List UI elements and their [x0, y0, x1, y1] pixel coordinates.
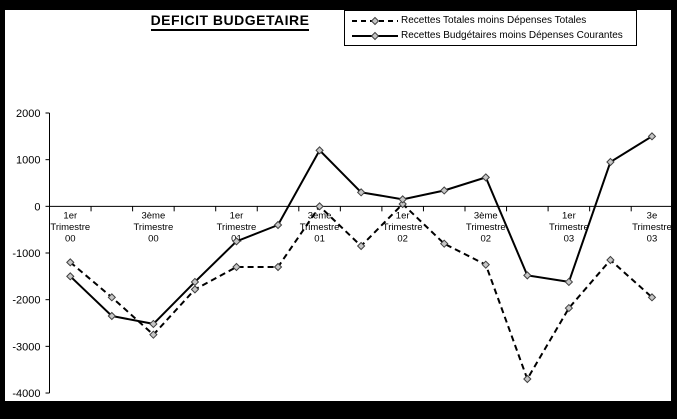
y-tick-label: 0: [34, 201, 40, 213]
chart-area: 2000 1000 0 -1000 -2000 -3000 -4000 1er Trimestr…: [5, 10, 671, 401]
diamond-marker: [356, 241, 366, 251]
diamond-marker: [66, 272, 75, 281]
diamond-marker: [440, 239, 449, 248]
diamond-marker: [564, 277, 574, 287]
y-tick-label: -4000: [12, 388, 40, 400]
diamond-marker: [481, 173, 490, 182]
diamond-marker: [232, 237, 241, 246]
legend-label-totales: Recettes Totales moins Dépenses Totales: [401, 15, 587, 26]
x-tick-label: 1er Trimestre 00: [50, 210, 90, 244]
chart-title: DEFICIT BUDGETAIRE: [5, 12, 455, 31]
diamond-marker: [606, 157, 615, 167]
y-tick-label: -1000: [12, 248, 40, 260]
diamond-marker: [356, 188, 366, 197]
diamond-marker: [232, 262, 241, 272]
x-axis: 1er Trimestre 00 3ème Trimestre 00 1er Trimestr…: [49, 205, 671, 244]
diamond-marker: [66, 258, 75, 267]
legend-label-budgetaires: Recettes Budgétaires moins Dépenses Cour…: [401, 30, 623, 41]
series-recettes-totales: [66, 199, 657, 384]
diamond-marker: [523, 271, 532, 280]
legend-item-totales: Recettes Totales moins Dépenses Totales: [345, 15, 636, 26]
x-tick-label: 3ème Trimestre 00: [133, 210, 173, 244]
diamond-marker: [149, 319, 158, 329]
diamond-marker: [315, 202, 324, 211]
diamond-marker: [523, 374, 532, 384]
diamond-marker: [315, 146, 324, 155]
legend-item-budgetaires: Recettes Budgétaires moins Dépenses Cour…: [345, 30, 636, 41]
y-tick-label: 1000: [16, 155, 40, 167]
legend-box: Recettes Totales moins Dépenses Totales …: [344, 10, 637, 46]
diamond-marker: [107, 293, 117, 302]
diamond-marker: [398, 195, 407, 204]
diamond-marker: [149, 330, 158, 339]
diamond-marker: [273, 220, 283, 230]
diamond-marker: [481, 260, 490, 269]
dashed-line-sample-icon: [352, 16, 398, 25]
y-tick-label: -3000: [12, 341, 40, 353]
x-tick-label: 1er Trimestre 03: [549, 210, 589, 244]
x-tick-label: 3ème Trimestre 01: [300, 210, 340, 244]
diamond-marker: [107, 311, 117, 321]
solid-line-sample-icon: [352, 31, 398, 40]
diamond-marker: [606, 255, 615, 265]
x-tick-label: 1er Trimestre 02: [383, 210, 423, 244]
x-tick-label: 3ème Trimestre 02: [466, 210, 506, 244]
y-axis: 2000 1000 0 -1000 -2000 -3000 -4000: [12, 108, 50, 400]
diamond-marker: [647, 132, 657, 141]
diamond-marker: [273, 262, 283, 272]
chart-title-text: DEFICIT BUDGETAIRE: [150, 12, 310, 31]
series-recettes-budgetaires: [66, 132, 657, 329]
diamond-marker: [398, 199, 407, 209]
x-tick-label: 3e Trimestre 03: [632, 210, 671, 244]
diamond-marker: [440, 186, 449, 195]
diamond-marker: [647, 293, 657, 302]
diamond-marker: [190, 285, 200, 294]
y-tick-label: -2000: [12, 295, 40, 307]
chart-svg: 2000 1000 0 -1000 -2000 -3000 -4000 1er Trimestr…: [12, 108, 671, 400]
y-tick-label: 2000: [16, 108, 40, 120]
diamond-marker: [564, 303, 574, 313]
diamond-marker: [190, 277, 200, 287]
